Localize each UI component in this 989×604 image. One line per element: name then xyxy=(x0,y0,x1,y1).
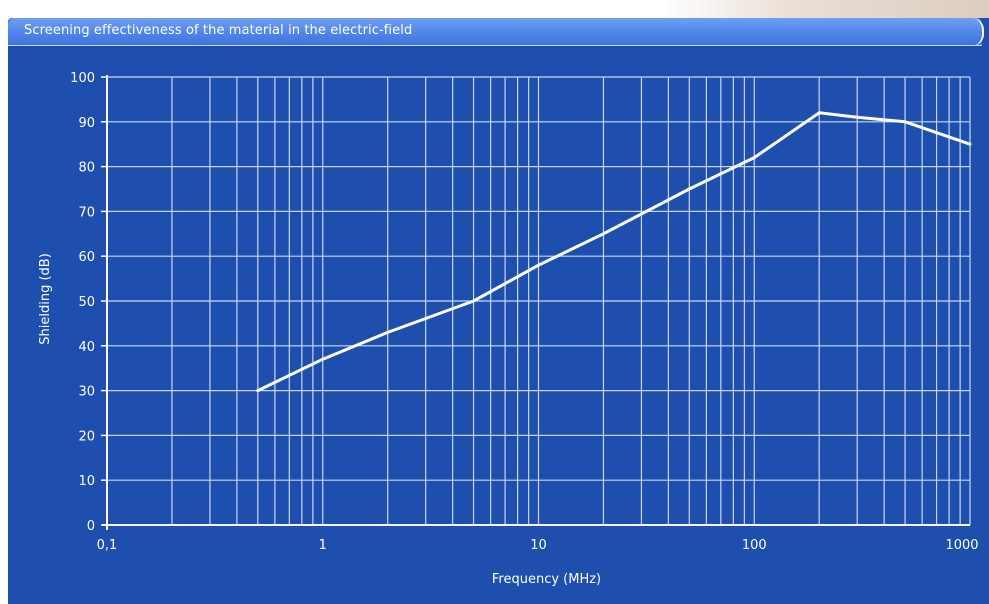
y-tick-label: 100 xyxy=(70,71,95,86)
y-tick-label: 70 xyxy=(78,205,95,220)
y-tick-label: 80 xyxy=(78,161,95,176)
y-tick-label: 30 xyxy=(78,385,95,400)
x-tick-label: 1000 xyxy=(945,538,978,553)
x-tick-label: 0,1 xyxy=(97,538,118,553)
window-title: Screening effectiveness of the material … xyxy=(24,23,413,38)
x-tick-label: 100 xyxy=(742,538,767,553)
shielding-series-line xyxy=(256,111,972,393)
y-tick-label: 50 xyxy=(78,295,95,310)
y-tick-label: 40 xyxy=(78,340,95,355)
x-tick-label: 10 xyxy=(530,538,547,553)
y-tick-label: 20 xyxy=(78,429,95,444)
title-bar-end-cap xyxy=(972,18,984,46)
grid xyxy=(106,76,971,526)
background-texture xyxy=(659,0,989,20)
axes xyxy=(102,75,970,530)
series xyxy=(256,111,972,393)
y-tick-label: 60 xyxy=(78,250,95,265)
x-axis-label: Frequency (MHz) xyxy=(492,572,601,587)
y-tick-label: 90 xyxy=(78,116,95,131)
tick-labels: 0 10 20 30 40 50 60 70 80 90 100 0,1 1 10 100 1000 xyxy=(70,71,978,553)
y-axis-label: Shielding (dB) xyxy=(38,253,53,345)
window-title-bar: Screening effectiveness of the material … xyxy=(8,18,984,46)
y-tick-label: 10 xyxy=(78,474,95,489)
x-tick-label: 1 xyxy=(319,538,327,553)
y-tick-label: 0 xyxy=(87,519,95,534)
